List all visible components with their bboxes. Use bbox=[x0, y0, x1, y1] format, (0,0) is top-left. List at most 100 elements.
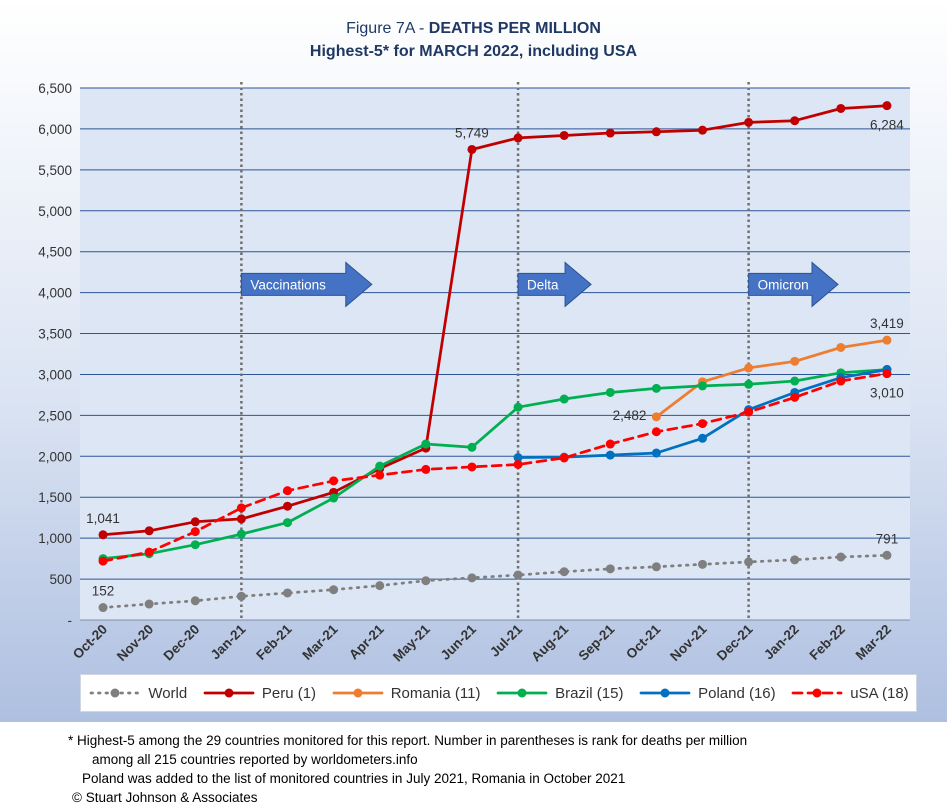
chart-title: Figure 7A - DEATHS PER MILLION bbox=[0, 20, 947, 38]
x-tick-label: Sep-21 bbox=[575, 621, 617, 663]
peru-point bbox=[882, 101, 892, 111]
world-point bbox=[605, 564, 615, 574]
footnote-1: * Highest-5 among the 29 countries monit… bbox=[68, 733, 748, 748]
peru-point bbox=[790, 116, 800, 126]
peru-point bbox=[559, 130, 569, 140]
legend-marker-world bbox=[110, 688, 120, 698]
legend-item-peru: Peru (1) bbox=[202, 685, 316, 702]
legend-item-poland: Poland (16) bbox=[638, 685, 776, 702]
legend-label-world: World bbox=[148, 684, 188, 702]
usa-point bbox=[698, 419, 707, 429]
world-point bbox=[744, 557, 754, 567]
romania-point bbox=[651, 412, 661, 422]
legend: World Peru (1) Romania (11) Brazil (15) Pola… bbox=[80, 674, 917, 712]
usa-point bbox=[513, 459, 523, 469]
data-label: 791 bbox=[876, 531, 899, 546]
chart-subtitle: Highest-5* for MARCH 2022, including USA bbox=[309, 43, 638, 60]
usa-line bbox=[101, 372, 889, 563]
y-tick-label: 2,000 bbox=[38, 449, 72, 464]
data-label: 152 bbox=[92, 584, 115, 599]
world-point bbox=[283, 588, 292, 598]
usa-point bbox=[651, 427, 661, 437]
brazil-point bbox=[698, 381, 707, 391]
brazil-line bbox=[101, 368, 889, 560]
usa-point bbox=[329, 476, 339, 486]
peru-point bbox=[651, 127, 661, 137]
brazil-point bbox=[790, 376, 800, 386]
footnote-2: among all 215 countries reported by worl… bbox=[92, 752, 418, 767]
usa-point bbox=[882, 369, 892, 379]
peru-point bbox=[467, 144, 477, 154]
usa-point bbox=[375, 470, 385, 480]
poland-point bbox=[513, 453, 523, 463]
omicron-arrow bbox=[748, 261, 839, 308]
y-tick-label: - bbox=[68, 613, 73, 628]
usa-point bbox=[467, 462, 477, 472]
brazil-point bbox=[190, 540, 200, 550]
world-point bbox=[236, 591, 246, 601]
y-tick-label: 3,000 bbox=[38, 367, 72, 382]
chart-panel: Figure 7A - DEATHS PER MILLION Highest-5… bbox=[0, 0, 947, 722]
peru-point bbox=[513, 133, 523, 143]
legend-swatch-world bbox=[89, 688, 141, 698]
legend-swatch-peru bbox=[203, 688, 255, 698]
usa-point bbox=[790, 392, 800, 402]
footnotes: * Highest-5 among the 29 countries monit… bbox=[68, 731, 928, 807]
usa-point bbox=[283, 486, 292, 496]
brazil-point bbox=[329, 493, 339, 503]
peru-point bbox=[190, 517, 200, 527]
legend-item-brazil: Brazil (15) bbox=[495, 685, 623, 702]
poland-point bbox=[605, 450, 615, 460]
world-point bbox=[790, 555, 800, 565]
legend-marker-romania bbox=[353, 688, 363, 698]
y-tick-label: 1,500 bbox=[38, 490, 72, 505]
x-tick-label: May-21 bbox=[390, 621, 433, 664]
romania-point bbox=[836, 342, 846, 352]
y-axis: - 500 1,000 1,500 2,000 2,500 3,000 3,500 4,000 4… bbox=[38, 81, 910, 628]
legend-swatch-usa bbox=[791, 688, 843, 698]
world-point bbox=[513, 570, 523, 580]
x-tick-label: Dec-20 bbox=[160, 622, 202, 664]
legend-item-world: World bbox=[88, 685, 187, 702]
brazil-point bbox=[283, 518, 292, 528]
peru-point bbox=[98, 530, 108, 540]
world-point bbox=[375, 581, 385, 591]
usa-point bbox=[744, 407, 754, 417]
legend-item-usa: uSA (18) bbox=[790, 685, 909, 702]
world-point bbox=[882, 550, 892, 560]
event-lines bbox=[240, 82, 750, 620]
world-point bbox=[190, 596, 200, 606]
x-tick-label: Aug-21 bbox=[528, 621, 571, 664]
poland-point bbox=[651, 448, 661, 458]
world-point bbox=[98, 603, 108, 613]
brazil-point bbox=[651, 383, 661, 393]
x-tick-label: Oct-20 bbox=[70, 622, 110, 662]
peru-line bbox=[101, 104, 889, 537]
legend-marker-usa bbox=[812, 688, 822, 698]
x-tick-label: Jan-21 bbox=[208, 621, 249, 662]
line-chart: Vaccinations Delta Omicron 1,041 152 5,749 6,… bbox=[38, 81, 910, 664]
data-label: 6,284 bbox=[870, 118, 904, 133]
usa-point bbox=[144, 547, 154, 557]
data-label: 1,041 bbox=[86, 511, 120, 526]
copyright-notice: © Stuart Johnson & Associates bbox=[72, 790, 258, 805]
legend-label-peru: Peru (1) bbox=[261, 684, 317, 702]
usa-point bbox=[190, 527, 200, 537]
legend-swatch-poland bbox=[639, 688, 691, 698]
vaccinations-arrow bbox=[240, 261, 373, 308]
world-point bbox=[144, 599, 154, 609]
data-label: 3,010 bbox=[870, 386, 904, 401]
world-point bbox=[421, 576, 431, 586]
data-labels: 1,041 152 5,749 6,284 2,482 3,419 3,010 791 bbox=[86, 118, 904, 599]
y-tick-label: 6,000 bbox=[38, 122, 72, 137]
usa-point bbox=[836, 376, 846, 386]
brazil-point bbox=[605, 387, 615, 397]
romania-point bbox=[882, 335, 892, 345]
legend-marker-poland bbox=[660, 688, 670, 698]
delta-arrow-label: Delta bbox=[527, 277, 559, 292]
world-point bbox=[329, 585, 339, 595]
chart-title-prefix: Figure 7A - bbox=[346, 20, 429, 37]
y-tick-label: 4,000 bbox=[38, 286, 72, 301]
romania-point bbox=[744, 363, 754, 373]
y-tick-label: 5,000 bbox=[38, 204, 72, 219]
